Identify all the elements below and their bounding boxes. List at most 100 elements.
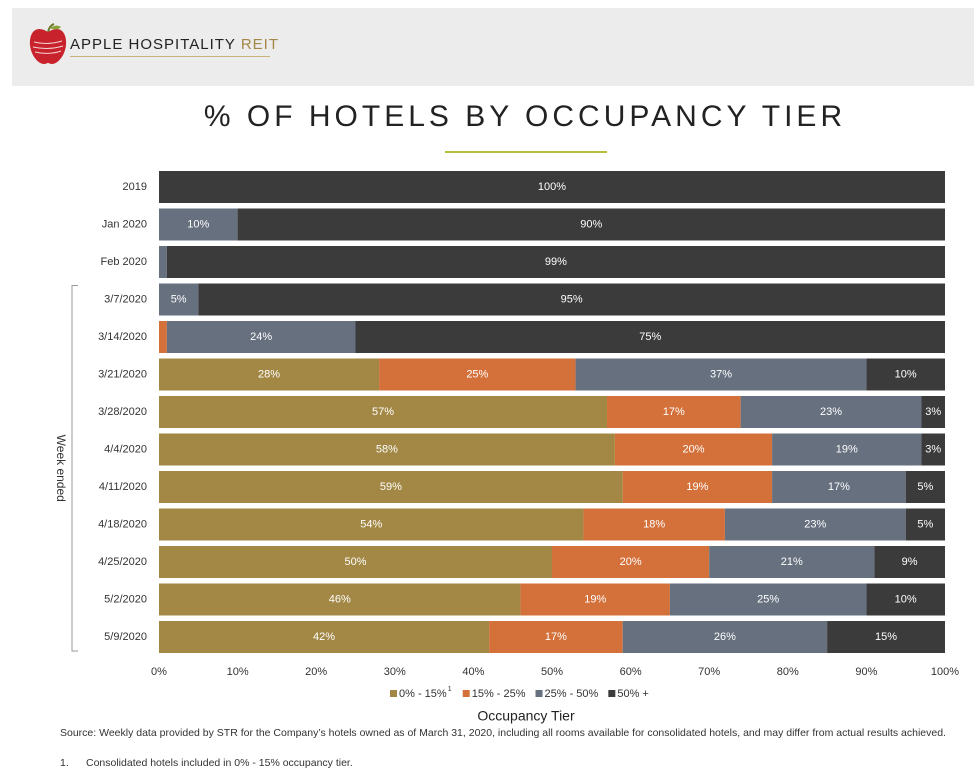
bar-segment	[772, 471, 906, 503]
legend-label: 50% +	[617, 688, 649, 700]
logo-text: APPLE HOSPITALITY REIT	[70, 36, 279, 53]
data-label: 99%	[545, 256, 567, 268]
data-label: 50%	[344, 556, 366, 568]
category-label: 4/4/2020	[104, 443, 147, 455]
bar-segment	[520, 583, 670, 616]
legend-label: 15% - 25%	[472, 688, 526, 700]
category-label: Feb 2020	[101, 256, 147, 268]
data-label: 46%	[329, 593, 351, 605]
data-label: 59%	[380, 481, 402, 493]
bar-segment	[772, 433, 922, 466]
bar-segment	[669, 583, 867, 616]
bar-segment	[827, 621, 945, 653]
data-label: 21%	[781, 556, 803, 568]
logo-accent: REIT	[240, 36, 280, 53]
data-label: 37%	[710, 368, 732, 380]
bar-segment	[552, 546, 710, 578]
week-ended-bracket	[71, 285, 78, 652]
bar-segment	[159, 583, 521, 616]
bar-segment	[159, 208, 238, 241]
footnote-number: 1.	[60, 757, 69, 769]
bar-segment	[159, 546, 552, 578]
x-tick-label: 0%	[151, 666, 167, 678]
bar-segment	[709, 546, 875, 578]
data-label: 42%	[313, 631, 335, 643]
x-tick-label: 40%	[462, 666, 484, 678]
data-label: 25%	[466, 368, 488, 380]
bar-segment	[159, 283, 199, 316]
occupancy-footnote: 1. Consolidated hotels included in 0% - 1…	[60, 757, 353, 769]
data-label: 5%	[917, 518, 933, 530]
logo-rule	[70, 56, 270, 57]
bar-segment	[740, 396, 922, 428]
data-label: 75%	[639, 331, 661, 343]
data-label: 26%	[714, 631, 736, 643]
category-label: 2019	[123, 181, 147, 193]
category-label: 3/7/2020	[104, 293, 147, 305]
data-label: 19%	[836, 443, 858, 455]
title-underline	[445, 151, 607, 153]
bar-segment	[159, 508, 584, 541]
data-label: 20%	[682, 443, 704, 455]
x-tick-label: 10%	[227, 666, 249, 678]
data-label: 18%	[643, 518, 665, 530]
bar-segment	[159, 433, 615, 466]
bar-segment	[166, 321, 356, 353]
category-label: Jan 2020	[102, 218, 147, 230]
x-tick-label: 50%	[541, 666, 563, 678]
y-axis-label: Week ended	[54, 435, 68, 502]
bar-segment	[866, 583, 945, 616]
data-label: 57%	[372, 406, 394, 418]
bar-segment	[724, 508, 906, 541]
bar-segment	[905, 471, 945, 503]
data-label: 58%	[376, 443, 398, 455]
bar-segment	[614, 433, 773, 466]
bar-segment	[159, 358, 380, 391]
category-label: 3/28/2020	[98, 406, 147, 418]
bar-segment	[622, 471, 773, 503]
bar-segment	[355, 321, 945, 353]
data-label: 9%	[902, 556, 918, 568]
company-logo: APPLE HOSPITALITY REIT	[28, 22, 278, 68]
legend-swatch	[390, 690, 397, 697]
data-label: 15%	[875, 631, 897, 643]
bar-segment	[159, 321, 167, 353]
category-label: 4/18/2020	[98, 518, 147, 530]
bar-segment	[166, 246, 946, 278]
x-tick-label: 30%	[384, 666, 406, 678]
source-footnote: Source: Weekly data provided by STR for …	[60, 727, 946, 739]
data-label: 3%	[925, 443, 941, 455]
data-label: 10%	[187, 218, 209, 230]
data-label: 28%	[258, 368, 280, 380]
legend-superscript: 1	[448, 686, 452, 693]
data-label: 19%	[584, 593, 606, 605]
data-label: 24%	[250, 331, 272, 343]
bar-segment	[921, 396, 945, 428]
data-label: 19%	[686, 481, 708, 493]
bar-segment	[583, 508, 725, 541]
data-label: 17%	[545, 631, 567, 643]
data-label: 17%	[828, 481, 850, 493]
bar-segment	[905, 508, 945, 541]
bar-segment	[921, 433, 945, 466]
header-band	[12, 8, 974, 86]
legend-label: 0% - 15%	[399, 688, 447, 700]
apple-logo-icon	[29, 23, 67, 64]
bar-segment	[575, 358, 867, 391]
legend-swatch	[535, 690, 543, 697]
category-label: 3/21/2020	[98, 368, 147, 380]
x-tick-label: 20%	[305, 666, 327, 678]
bar-segment	[866, 358, 945, 391]
bar-segment	[379, 358, 576, 391]
x-tick-label: 100%	[931, 666, 959, 678]
category-label: 4/25/2020	[98, 556, 147, 568]
data-label: 5%	[171, 293, 187, 305]
bar-segment	[159, 621, 490, 653]
data-label: 17%	[663, 406, 685, 418]
x-tick-label: 70%	[698, 666, 720, 678]
data-label: 3%	[925, 406, 941, 418]
data-label: 10%	[895, 368, 917, 380]
bar-segment	[198, 283, 946, 316]
bar-segment	[159, 396, 608, 428]
